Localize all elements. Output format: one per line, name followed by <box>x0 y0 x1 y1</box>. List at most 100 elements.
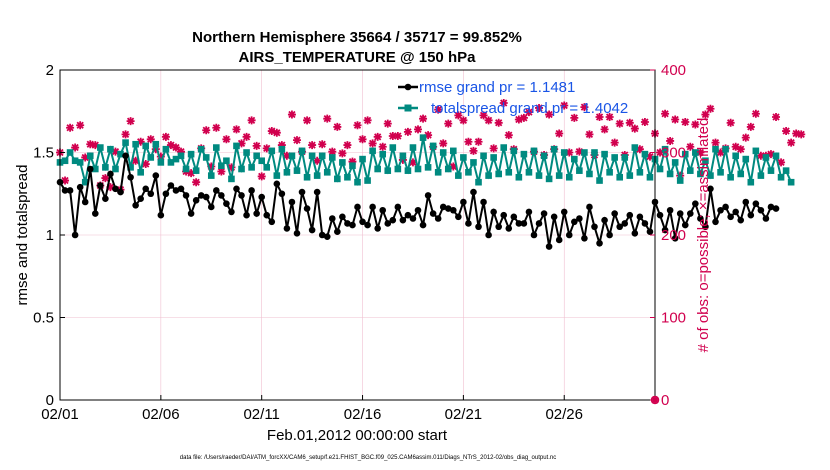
obs-assimilated-marker <box>449 162 458 171</box>
rmse-point <box>76 183 84 191</box>
totalspread-point <box>399 152 407 160</box>
obs-assimilated-marker <box>318 140 327 149</box>
rmse-point <box>661 226 669 234</box>
rmse-point <box>288 198 296 206</box>
y-tick-label-left: 1.5 <box>33 145 54 162</box>
rmse-point <box>167 182 175 189</box>
obs-assimilated-marker <box>474 137 483 146</box>
totalspread-point <box>102 164 109 171</box>
obs-assimilated-marker <box>519 113 528 122</box>
rmse-point <box>455 213 462 221</box>
obs-assimilated-marker <box>166 141 175 150</box>
x-tick-label: 02/01 <box>41 406 79 423</box>
obs-assimilated-marker <box>439 139 448 148</box>
obs-assimilated-marker <box>212 123 221 132</box>
totalspread-point <box>303 173 311 181</box>
obs-assimilated-marker <box>792 129 801 138</box>
totalspread-point <box>268 147 276 155</box>
obs-assimilated-marker <box>408 158 417 167</box>
totalspread-point <box>455 172 462 179</box>
obs-assimilated-marker <box>192 178 201 187</box>
obs-assimilated-marker <box>277 141 286 150</box>
totalspread-point <box>298 147 306 155</box>
obs-assimilated-marker <box>595 113 604 122</box>
rmse-point <box>626 211 634 219</box>
chart-title: Northern Hemisphere 35664 / 35717 = 99.8… <box>192 29 522 66</box>
rmse-point <box>520 220 528 227</box>
obs-assimilated-marker <box>363 116 372 125</box>
data-file-footnote: data file: /Users/raeder/DAI/ATM_forcXX/… <box>180 455 556 461</box>
obs-assimilated-marker <box>499 99 508 107</box>
totalspread-point <box>591 149 598 156</box>
totalspread-point <box>202 154 210 161</box>
rmse-point <box>349 221 356 229</box>
legend-rmse-marker <box>404 83 412 91</box>
obs-assimilated-marker <box>600 125 609 134</box>
totalspread-point <box>147 154 155 161</box>
rmse-point <box>666 206 674 214</box>
rmse-point <box>202 193 210 201</box>
obs-assimilated-marker <box>555 129 564 138</box>
obs-assimilated-axis-marker <box>651 396 659 404</box>
totalspread-point <box>671 159 679 166</box>
totalspread-point <box>762 154 770 161</box>
rmse-point <box>308 226 316 234</box>
obs-assimilated-marker <box>635 145 644 154</box>
rmse-point <box>571 218 578 226</box>
obs-assimilated-marker <box>227 163 236 172</box>
obs-assimilated-marker <box>333 122 342 131</box>
obs-assimilated-marker <box>610 138 619 147</box>
obs-assimilated-marker <box>777 158 786 167</box>
totalspread-point <box>162 145 170 153</box>
rmse-point <box>354 203 361 211</box>
rmse-point <box>697 215 704 222</box>
rmse-point <box>565 231 573 239</box>
rmse-point <box>323 233 331 240</box>
totalspread-point <box>439 149 447 156</box>
obs-assimilated-marker <box>202 126 211 135</box>
totalspread-point <box>540 152 548 160</box>
totalspread-point <box>334 175 341 183</box>
obs-assimilated-marker <box>787 138 796 147</box>
obs-assimilated-marker <box>232 125 241 134</box>
obs-assimilated-marker <box>237 139 246 148</box>
obs-assimilated-marker <box>287 110 296 119</box>
rmse-point <box>450 206 457 214</box>
rmse-point <box>409 215 417 222</box>
obs-assimilated-marker <box>121 130 130 139</box>
obs-assimilated-marker <box>292 136 301 145</box>
totalspread-point <box>253 152 260 160</box>
obs-assimilated-marker <box>681 117 690 126</box>
legend-totalspread-label: totalspread grand pr = 1.4042 <box>431 100 628 117</box>
rmse-point <box>530 231 538 239</box>
totalspread-point <box>434 169 442 176</box>
obs-assimilated-marker <box>151 145 160 154</box>
totalspread-point <box>207 172 215 179</box>
totalspread-point <box>404 167 412 174</box>
obs-assimilated-marker <box>393 132 402 140</box>
totalspread-point <box>480 152 487 160</box>
totalspread-point <box>288 152 296 160</box>
totalspread-point <box>318 152 326 160</box>
rmse-point <box>192 197 200 204</box>
obs-assimilated-marker <box>640 117 649 126</box>
rmse-point <box>218 192 225 199</box>
rmse-point <box>681 221 689 229</box>
rmse-point <box>656 211 664 219</box>
totalspread-point <box>505 169 513 176</box>
obs-assimilated-marker <box>222 135 231 144</box>
obs-assimilated-marker <box>161 132 170 141</box>
totalspread-point <box>702 157 709 165</box>
totalspread-point <box>646 173 654 181</box>
obs-assimilated-marker <box>111 147 120 156</box>
obs-assimilated-marker <box>419 114 428 123</box>
rmse-point <box>318 231 326 239</box>
totalspread-point <box>565 173 573 181</box>
obs-assimilated-marker <box>716 148 725 157</box>
totalspread-point <box>757 172 765 179</box>
obs-assimilated-marker <box>368 139 377 148</box>
obs-assimilated-marker <box>580 103 589 112</box>
totalspread-point <box>308 152 316 160</box>
totalspread-point <box>475 178 482 186</box>
obs-assimilated-marker <box>424 131 433 140</box>
